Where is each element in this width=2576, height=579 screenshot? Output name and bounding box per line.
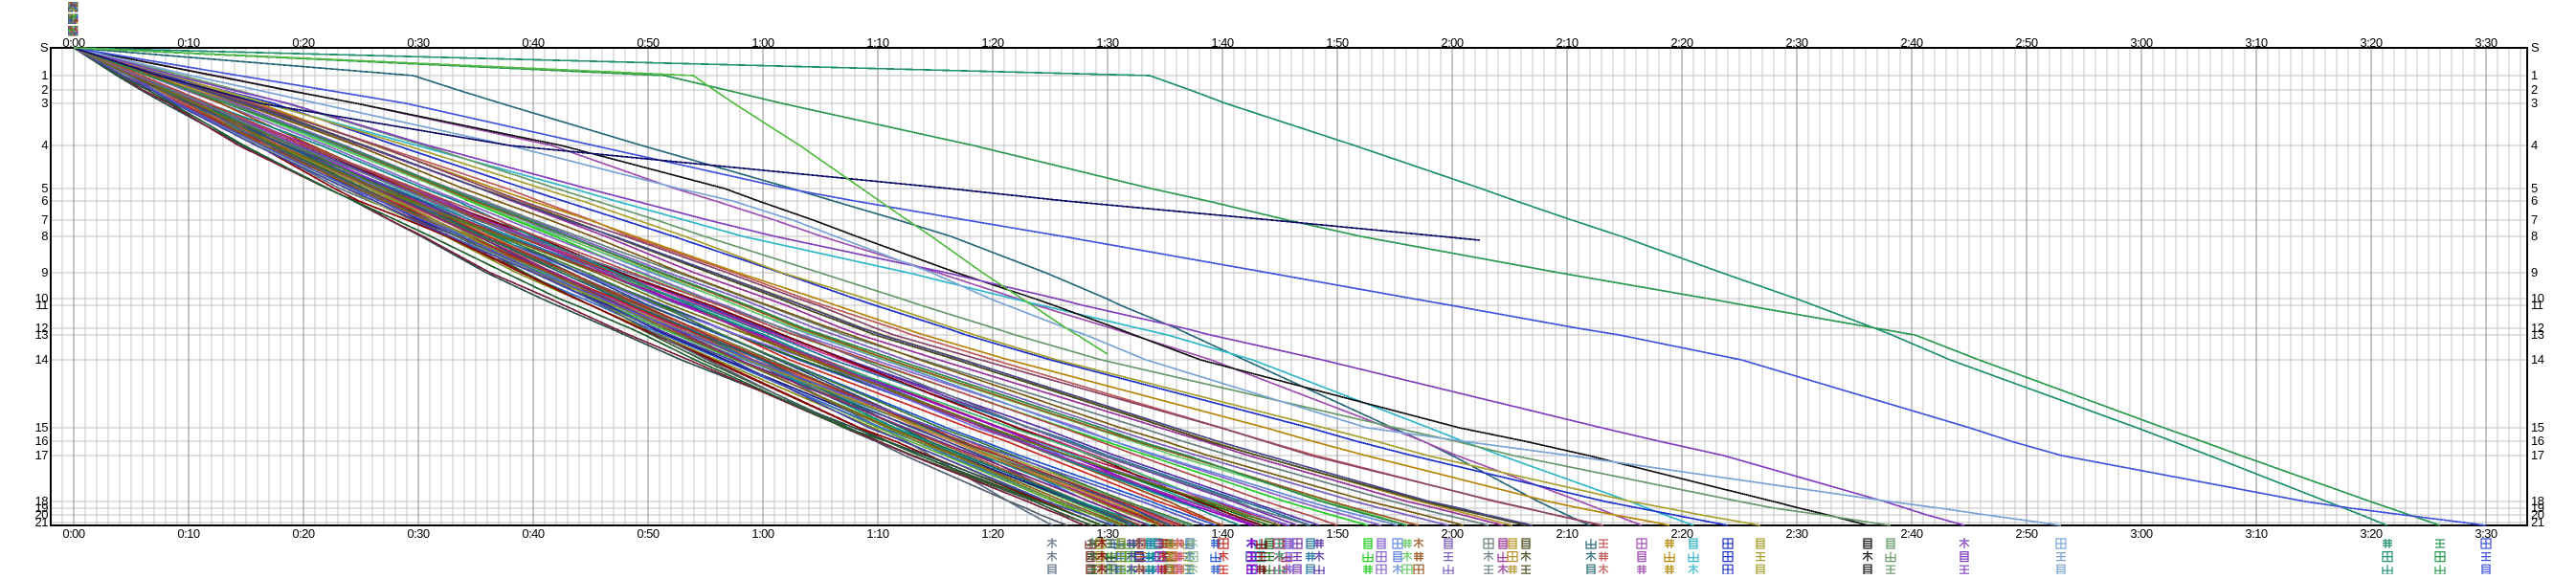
svg-text:3:10: 3:10 — [2245, 526, 2268, 541]
svg-text:7: 7 — [2531, 212, 2538, 227]
svg-text:0:10: 0:10 — [177, 526, 200, 541]
svg-text:2:50: 2:50 — [2015, 526, 2038, 541]
svg-text:14: 14 — [2531, 352, 2544, 367]
svg-text:19: 19 — [35, 501, 49, 515]
svg-text:17: 17 — [35, 448, 49, 462]
svg-text:2:20: 2:20 — [1670, 526, 1693, 541]
svg-text:18: 18 — [35, 494, 49, 508]
svg-text:2:30: 2:30 — [1785, 526, 1808, 541]
svg-text:8: 8 — [41, 229, 48, 243]
svg-text:0:50: 0:50 — [637, 35, 660, 50]
svg-text:1: 1 — [2531, 68, 2538, 82]
svg-text:1:40: 1:40 — [1211, 526, 1234, 541]
svg-text:15: 15 — [2531, 420, 2544, 434]
svg-text:16: 16 — [2531, 434, 2544, 448]
svg-text:3:30: 3:30 — [2475, 35, 2498, 50]
svg-text:1:20: 1:20 — [981, 35, 1004, 50]
svg-text:4: 4 — [41, 138, 48, 152]
svg-text:20: 20 — [35, 507, 49, 522]
svg-text:0:20: 0:20 — [292, 35, 315, 50]
svg-text:5: 5 — [2531, 181, 2538, 195]
svg-text:6: 6 — [2531, 193, 2538, 208]
svg-text:1:20: 1:20 — [981, 526, 1004, 541]
svg-text:7: 7 — [41, 212, 48, 227]
svg-text:10: 10 — [35, 291, 49, 305]
svg-text:3:00: 3:00 — [2130, 526, 2153, 541]
svg-text:21: 21 — [35, 515, 49, 529]
svg-text:8: 8 — [2531, 229, 2538, 243]
svg-text:1:50: 1:50 — [1326, 526, 1349, 541]
svg-text:0:50: 0:50 — [637, 526, 660, 541]
svg-text:0:40: 0:40 — [522, 526, 545, 541]
svg-text:1: 1 — [41, 68, 48, 82]
svg-text:11: 11 — [36, 298, 49, 312]
svg-text:S: S — [2531, 40, 2540, 55]
svg-text:0:40: 0:40 — [522, 35, 545, 50]
svg-text:16: 16 — [35, 434, 49, 448]
svg-text:12: 12 — [35, 321, 49, 335]
svg-text:6: 6 — [41, 193, 48, 208]
svg-text:0:10: 0:10 — [177, 35, 200, 50]
svg-text:10: 10 — [2531, 291, 2544, 305]
svg-text:1:10: 1:10 — [866, 35, 889, 50]
svg-text:2:10: 2:10 — [1556, 526, 1579, 541]
svg-text:0:00: 0:00 — [62, 526, 85, 541]
svg-text:2:50: 2:50 — [2015, 35, 2038, 50]
svg-text:15: 15 — [35, 420, 49, 434]
svg-text:19: 19 — [2531, 501, 2544, 515]
svg-text:0:30: 0:30 — [407, 35, 430, 50]
svg-text:13: 13 — [35, 327, 49, 342]
svg-text:2:10: 2:10 — [1556, 35, 1579, 50]
svg-text:2: 2 — [2531, 82, 2538, 97]
svg-text:1:30: 1:30 — [1096, 526, 1119, 541]
svg-text:1:30: 1:30 — [1096, 35, 1119, 50]
svg-text:3:10: 3:10 — [2245, 35, 2268, 50]
svg-text:3:30: 3:30 — [2475, 526, 2498, 541]
svg-text:14: 14 — [35, 352, 49, 367]
svg-text:2:00: 2:00 — [1441, 526, 1464, 541]
svg-text:0:30: 0:30 — [407, 526, 430, 541]
svg-text:3:00: 3:00 — [2130, 35, 2153, 50]
svg-text:21: 21 — [2531, 515, 2544, 529]
svg-text:17: 17 — [2531, 448, 2544, 462]
svg-text:1:00: 1:00 — [751, 526, 774, 541]
svg-text:18: 18 — [2531, 494, 2544, 508]
svg-text:0:20: 0:20 — [292, 526, 315, 541]
svg-text:1:10: 1:10 — [866, 526, 889, 541]
svg-text:3: 3 — [2531, 96, 2538, 110]
svg-text:2:40: 2:40 — [1900, 526, 1923, 541]
svg-text:20: 20 — [2531, 507, 2544, 522]
svg-text:2:00: 2:00 — [1441, 35, 1464, 50]
svg-text:3: 3 — [41, 96, 48, 110]
svg-text:0:00: 0:00 — [62, 35, 85, 50]
svg-text:11: 11 — [2531, 298, 2543, 312]
svg-text:1:40: 1:40 — [1211, 35, 1234, 50]
svg-text:2: 2 — [41, 82, 48, 97]
svg-text:1:00: 1:00 — [751, 35, 774, 50]
svg-text:5: 5 — [41, 181, 48, 195]
svg-text:4: 4 — [2531, 138, 2538, 152]
svg-text:2:40: 2:40 — [1900, 35, 1923, 50]
svg-text:12: 12 — [2531, 321, 2544, 335]
svg-text:2:30: 2:30 — [1785, 35, 1808, 50]
svg-text:9: 9 — [41, 265, 48, 279]
svg-text:3:20: 3:20 — [2360, 35, 2383, 50]
svg-text:S: S — [40, 40, 49, 55]
svg-text:1:50: 1:50 — [1326, 35, 1349, 50]
svg-text:9: 9 — [2531, 265, 2538, 279]
svg-text:2:20: 2:20 — [1670, 35, 1693, 50]
svg-text:3:20: 3:20 — [2360, 526, 2383, 541]
svg-text:13: 13 — [2531, 327, 2544, 342]
